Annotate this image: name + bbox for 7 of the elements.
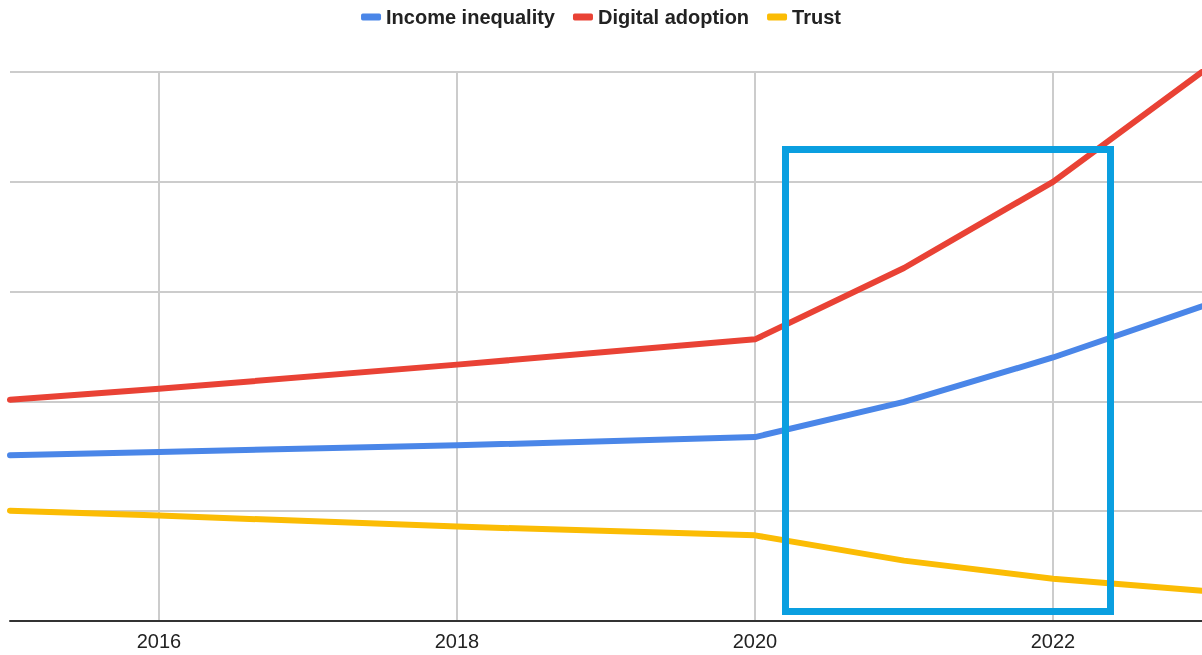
x-tick-label: 2022 — [1030, 630, 1076, 652]
x-tick-label: 2016 — [136, 630, 182, 652]
legend-label: Income inequality — [386, 6, 556, 28]
x-tick-label: 2020 — [732, 630, 778, 652]
legend-label: Digital adoption — [597, 6, 750, 28]
legend-label: Trust — [792, 6, 842, 28]
x-tick-label: 2018 — [434, 630, 480, 652]
